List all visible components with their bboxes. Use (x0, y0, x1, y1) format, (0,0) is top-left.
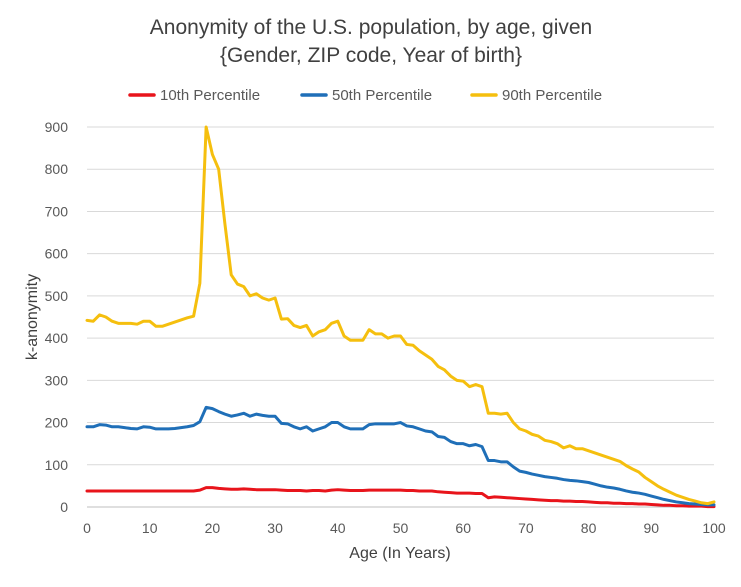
y-tick-label: 100 (45, 457, 69, 473)
x-tick-label: 30 (267, 520, 283, 536)
y-tick-label: 700 (45, 203, 69, 219)
legend: 10th Percentile 50th Percentile 90th Perce… (128, 87, 602, 104)
series-lines (85, 125, 716, 509)
y-axis-label: k-anonymity (24, 274, 41, 360)
y-tick-label: 0 (60, 499, 68, 515)
y-axis-tick-labels: 0 100 200 300 400 500 600 700 800 900 (45, 119, 69, 515)
legend-label-3: 90th Percentile (502, 87, 602, 104)
legend-label-1: 10th Percentile (160, 87, 260, 104)
y-tick-label: 800 (45, 161, 69, 177)
y-tick-label: 900 (45, 119, 69, 135)
series-line-1 (85, 486, 716, 509)
x-tick-label: 80 (581, 520, 597, 536)
y-tick-label: 200 (45, 415, 69, 431)
x-tick-label: 50 (393, 520, 409, 536)
series-line-2 (85, 405, 716, 507)
x-tick-label: 0 (83, 520, 91, 536)
x-tick-label: 10 (142, 520, 158, 536)
x-tick-label: 40 (330, 520, 346, 536)
y-tick-label: 400 (45, 330, 69, 346)
chart-title-line1: Anonymity of the U.S. population, by age… (150, 16, 592, 39)
x-tick-label: 20 (205, 520, 221, 536)
x-tick-label: 60 (455, 520, 471, 536)
x-tick-label: 90 (644, 520, 660, 536)
x-tick-label: 70 (518, 520, 534, 536)
x-tick-label: 100 (702, 520, 726, 536)
legend-label-2: 50th Percentile (332, 87, 432, 104)
chart-title-line2: {Gender, ZIP code, Year of birth} (220, 44, 522, 67)
y-tick-label: 500 (45, 288, 69, 304)
y-tick-label: 600 (45, 246, 69, 262)
y-tick-label: 300 (45, 372, 69, 388)
x-axis-tick-labels: 0 10 20 30 40 50 60 70 80 90 100 (83, 520, 726, 536)
series-line-3 (85, 125, 716, 506)
x-axis-label: Age (In Years) (349, 545, 450, 562)
